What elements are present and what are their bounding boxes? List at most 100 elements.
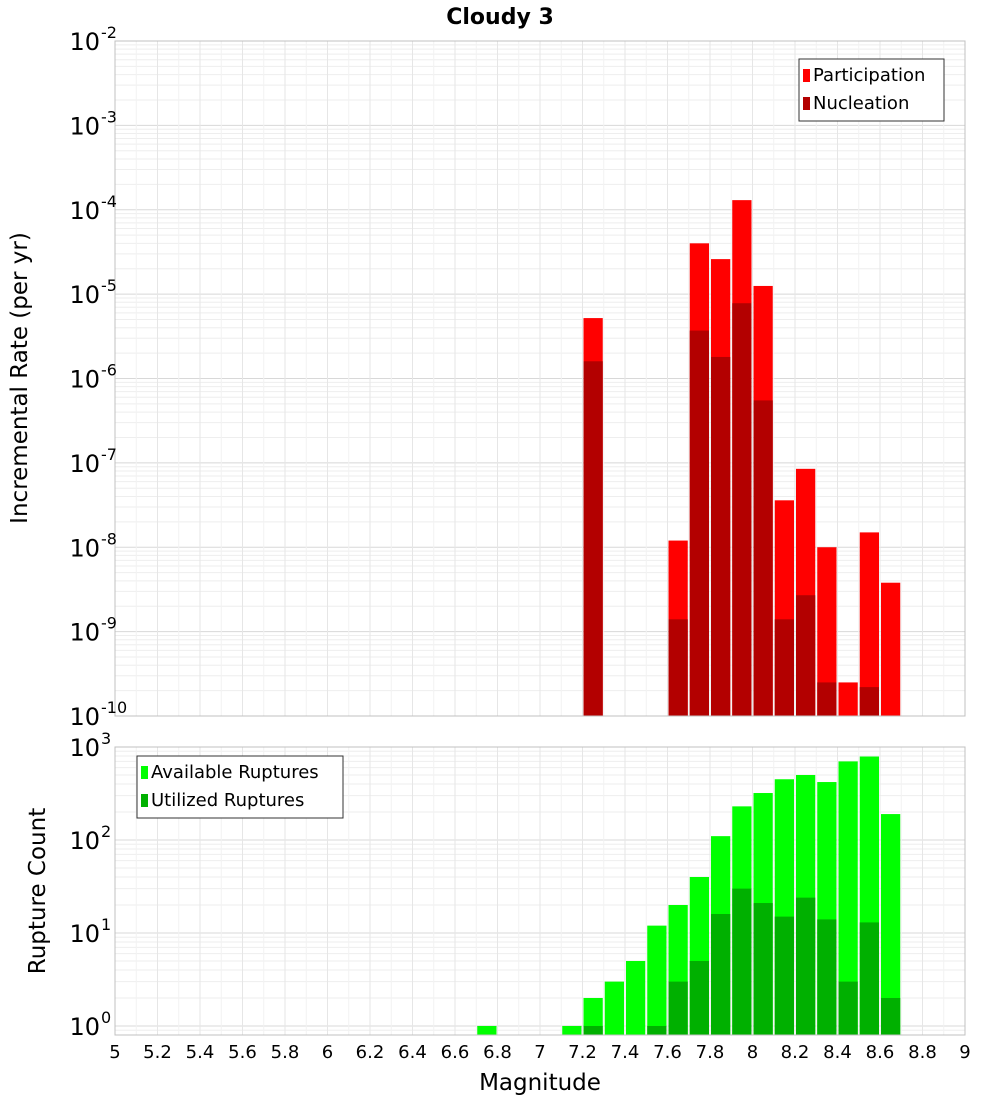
- y-tick-base: 10: [69, 920, 100, 948]
- chart-title: Cloudy 3: [446, 5, 554, 30]
- y-tick-label: 10 -9: [69, 614, 117, 647]
- x-tick-label: 6.8: [483, 1042, 512, 1063]
- x-tick-label: 5.2: [143, 1042, 172, 1063]
- y-tick-base: 10: [69, 703, 100, 731]
- legend-swatch: [141, 794, 148, 807]
- bar-nucleation: [689, 330, 709, 716]
- x-tick-label: 5: [109, 1042, 120, 1063]
- x-tick-label: 6.6: [441, 1042, 470, 1063]
- y-tick-exponent: -2: [101, 23, 117, 42]
- y-tick-label: 10 -6: [69, 361, 117, 394]
- x-tick-label: 5.4: [186, 1042, 215, 1063]
- y-tick-label: 10 1: [69, 915, 111, 948]
- x-tick-label: 6.2: [356, 1042, 385, 1063]
- bottom-y-axis-label: Rupture Count: [25, 808, 51, 974]
- bar-utilized-ruptures: [583, 1025, 603, 1035]
- bar-nucleation: [711, 356, 731, 716]
- x-tick-label: 8.4: [823, 1042, 852, 1063]
- bar-utilized-ruptures: [689, 960, 709, 1035]
- bar-utilized-ruptures: [711, 914, 731, 1035]
- legend-label: Utilized Ruptures: [151, 790, 304, 811]
- y-tick-exponent: -9: [101, 614, 117, 633]
- y-tick-base: 10: [69, 1013, 100, 1041]
- bar-available-ruptures: [647, 925, 667, 1035]
- legend-swatch: [803, 97, 810, 110]
- bar-utilized-ruptures: [838, 981, 858, 1035]
- bar-nucleation: [796, 595, 816, 716]
- x-tick-labels: 5 5.2 5.4 5.6 5.8 6 6.2 6.4 6.6 6.8 7 7.2 7.4 7.6 7.8 8…: [109, 1042, 970, 1063]
- x-tick-label: 5.8: [271, 1042, 300, 1063]
- legend-box: [136, 755, 344, 819]
- y-tick-exponent: 3: [101, 729, 111, 748]
- y-tick-label: 10 -10: [69, 698, 127, 731]
- x-tick-label: 8: [747, 1042, 758, 1063]
- y-tick-base: 10: [69, 619, 100, 647]
- bar-nucleation: [668, 619, 688, 716]
- bar-nucleation: [583, 361, 603, 716]
- y-tick-base: 10: [69, 366, 100, 394]
- bar-utilized-ruptures: [668, 981, 688, 1035]
- bar-utilized-ruptures: [796, 897, 816, 1035]
- bar-utilized-ruptures: [881, 997, 901, 1035]
- bar-available-ruptures: [477, 1025, 497, 1035]
- top-y-axis-label: Incremental Rate (per yr): [7, 232, 33, 524]
- x-tick-label: 7.2: [568, 1042, 597, 1063]
- bar-utilized-ruptures: [732, 888, 752, 1035]
- y-tick-label: 10 2: [69, 822, 111, 855]
- x-tick-label: 6.4: [398, 1042, 427, 1063]
- bar-utilized-ruptures: [817, 919, 837, 1035]
- x-axis-label: Magnitude: [479, 1070, 601, 1096]
- y-tick-label: 10 -7: [69, 445, 117, 478]
- x-tick-label: 7.8: [696, 1042, 725, 1063]
- bottom-legend: Available Ruptures Utilized Ruptures: [136, 755, 344, 819]
- y-tick-exponent: -5: [101, 276, 117, 295]
- top-y-tick-labels: 10-210-310-410-510-610-710-810-910-10: [69, 23, 127, 731]
- legend-label: Participation: [813, 65, 925, 86]
- bar-nucleation: [774, 619, 794, 716]
- y-tick-label: 10 3: [69, 729, 111, 762]
- legend-box: [798, 58, 945, 122]
- y-tick-base: 10: [69, 450, 100, 478]
- y-tick-exponent: 1: [101, 915, 111, 934]
- y-tick-label: 10 0: [69, 1008, 111, 1041]
- x-tick-label: 6: [322, 1042, 333, 1063]
- bottom-plot-frame: [114, 746, 966, 1036]
- y-tick-exponent: -7: [101, 445, 117, 464]
- x-tick-label: 7: [534, 1042, 545, 1063]
- bar-nucleation: [859, 687, 879, 716]
- x-tick-label: 9: [959, 1042, 970, 1063]
- bottom-bars: [477, 756, 901, 1035]
- y-tick-label: 10 -5: [69, 276, 117, 309]
- bar-utilized-ruptures: [774, 916, 794, 1035]
- x-tick-label: 8.6: [866, 1042, 895, 1063]
- y-tick-label: 10 -4: [69, 192, 117, 225]
- bar-available-ruptures: [881, 814, 901, 1035]
- y-tick-label: 10 -2: [69, 23, 117, 56]
- y-tick-label: 10 -8: [69, 529, 117, 562]
- legend-label: Available Ruptures: [151, 762, 319, 783]
- bar-available-ruptures: [604, 981, 624, 1035]
- x-tick-label: 8.8: [908, 1042, 937, 1063]
- y-tick-base: 10: [69, 827, 100, 855]
- y-tick-exponent: 0: [101, 1008, 111, 1027]
- y-tick-base: 10: [69, 281, 100, 309]
- bar-utilized-ruptures: [859, 922, 879, 1035]
- top-plot-frame: [114, 40, 966, 717]
- bar-utilized-ruptures: [647, 1025, 667, 1035]
- bar-participation: [881, 582, 901, 716]
- x-tick-label: 5.6: [228, 1042, 257, 1063]
- top-bars: [583, 200, 901, 717]
- y-tick-exponent: -4: [101, 192, 117, 211]
- legend-swatch: [141, 766, 148, 779]
- bar-available-ruptures: [838, 761, 858, 1035]
- y-tick-base: 10: [69, 734, 100, 762]
- bar-nucleation: [817, 682, 837, 716]
- x-tick-label: 7.4: [611, 1042, 640, 1063]
- y-tick-exponent: 2: [101, 822, 111, 841]
- y-tick-label: 10 -3: [69, 107, 117, 140]
- legend-swatch: [803, 69, 810, 82]
- y-tick-base: 10: [69, 534, 100, 562]
- y-tick-exponent: -10: [101, 698, 127, 717]
